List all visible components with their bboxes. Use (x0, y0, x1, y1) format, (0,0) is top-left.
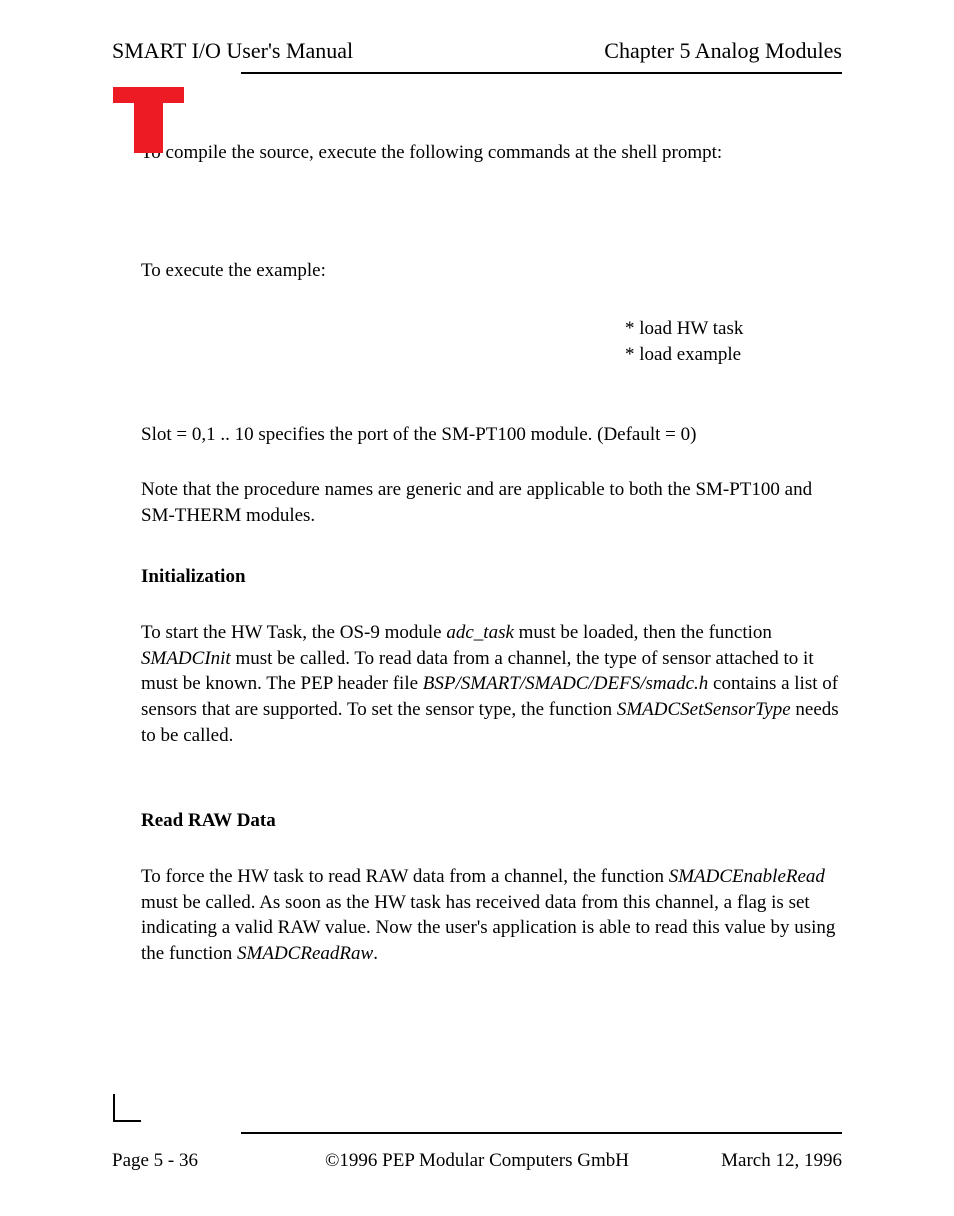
header-rule (241, 72, 842, 74)
text: To force the HW task to read RAW data fr… (141, 866, 669, 887)
header-right: Chapter 5 Analog Modules (604, 38, 842, 64)
italic-enableread: SMADCEnableRead (669, 866, 825, 887)
load-hw-task-line: * load HW task (625, 316, 842, 342)
italic-readraw: SMADCReadRaw (237, 943, 373, 964)
logo-mark (113, 87, 184, 153)
paragraph-initialization: To start the HW Task, the OS-9 module ad… (141, 620, 842, 748)
footer-rule (241, 1132, 842, 1134)
text: To start the HW Task, the OS-9 module (141, 622, 446, 643)
italic-adc-task: adc_task (446, 622, 514, 643)
italic-setsensortype: SMADCSetSensorType (617, 699, 791, 720)
paragraph-read-raw: To force the HW task to read RAW data fr… (141, 864, 842, 967)
crop-horizontal (113, 1120, 141, 1122)
page-footer: Page 5 - 36 ©1996 PEP Modular Computers … (0, 1132, 954, 1216)
footer-page-number: Page 5 - 36 (112, 1150, 252, 1172)
header-left: SMART I/O User's Manual (112, 38, 353, 64)
paragraph-compile: To compile the source, execute the follo… (141, 140, 842, 166)
logo-top-bar (113, 87, 184, 103)
page-header: SMART I/O User's Manual Chapter 5 Analog… (0, 0, 954, 64)
paragraph-slot: Slot = 0,1 .. 10 specifies the port of t… (141, 422, 842, 448)
italic-header-path: BSP/SMART/SMADC/DEFS/smadc.h (423, 673, 709, 694)
footer-date: March 12, 1996 (702, 1150, 842, 1172)
paragraph-note: Note that the procedure names are generi… (141, 477, 842, 528)
italic-smadcinit: SMADCInit (141, 648, 231, 669)
paragraph-execute: To execute the example: (141, 258, 842, 284)
crop-vertical (113, 1094, 115, 1122)
footer-row: Page 5 - 36 ©1996 PEP Modular Computers … (112, 1150, 842, 1172)
load-example-line: * load example (625, 342, 842, 368)
content-area: To compile the source, execute the follo… (0, 140, 954, 967)
text: must be loaded, then the function (514, 622, 772, 643)
footer-copyright: ©1996 PEP Modular Computers GmbH (252, 1150, 702, 1172)
text: . (373, 943, 378, 964)
logo-bottom-bar (134, 103, 163, 153)
crop-mark-icon (113, 1094, 141, 1122)
heading-initialization: Initialization (141, 564, 842, 590)
heading-read-raw: Read RAW Data (141, 808, 842, 834)
load-comments-block: * load HW task * load example (625, 316, 842, 367)
